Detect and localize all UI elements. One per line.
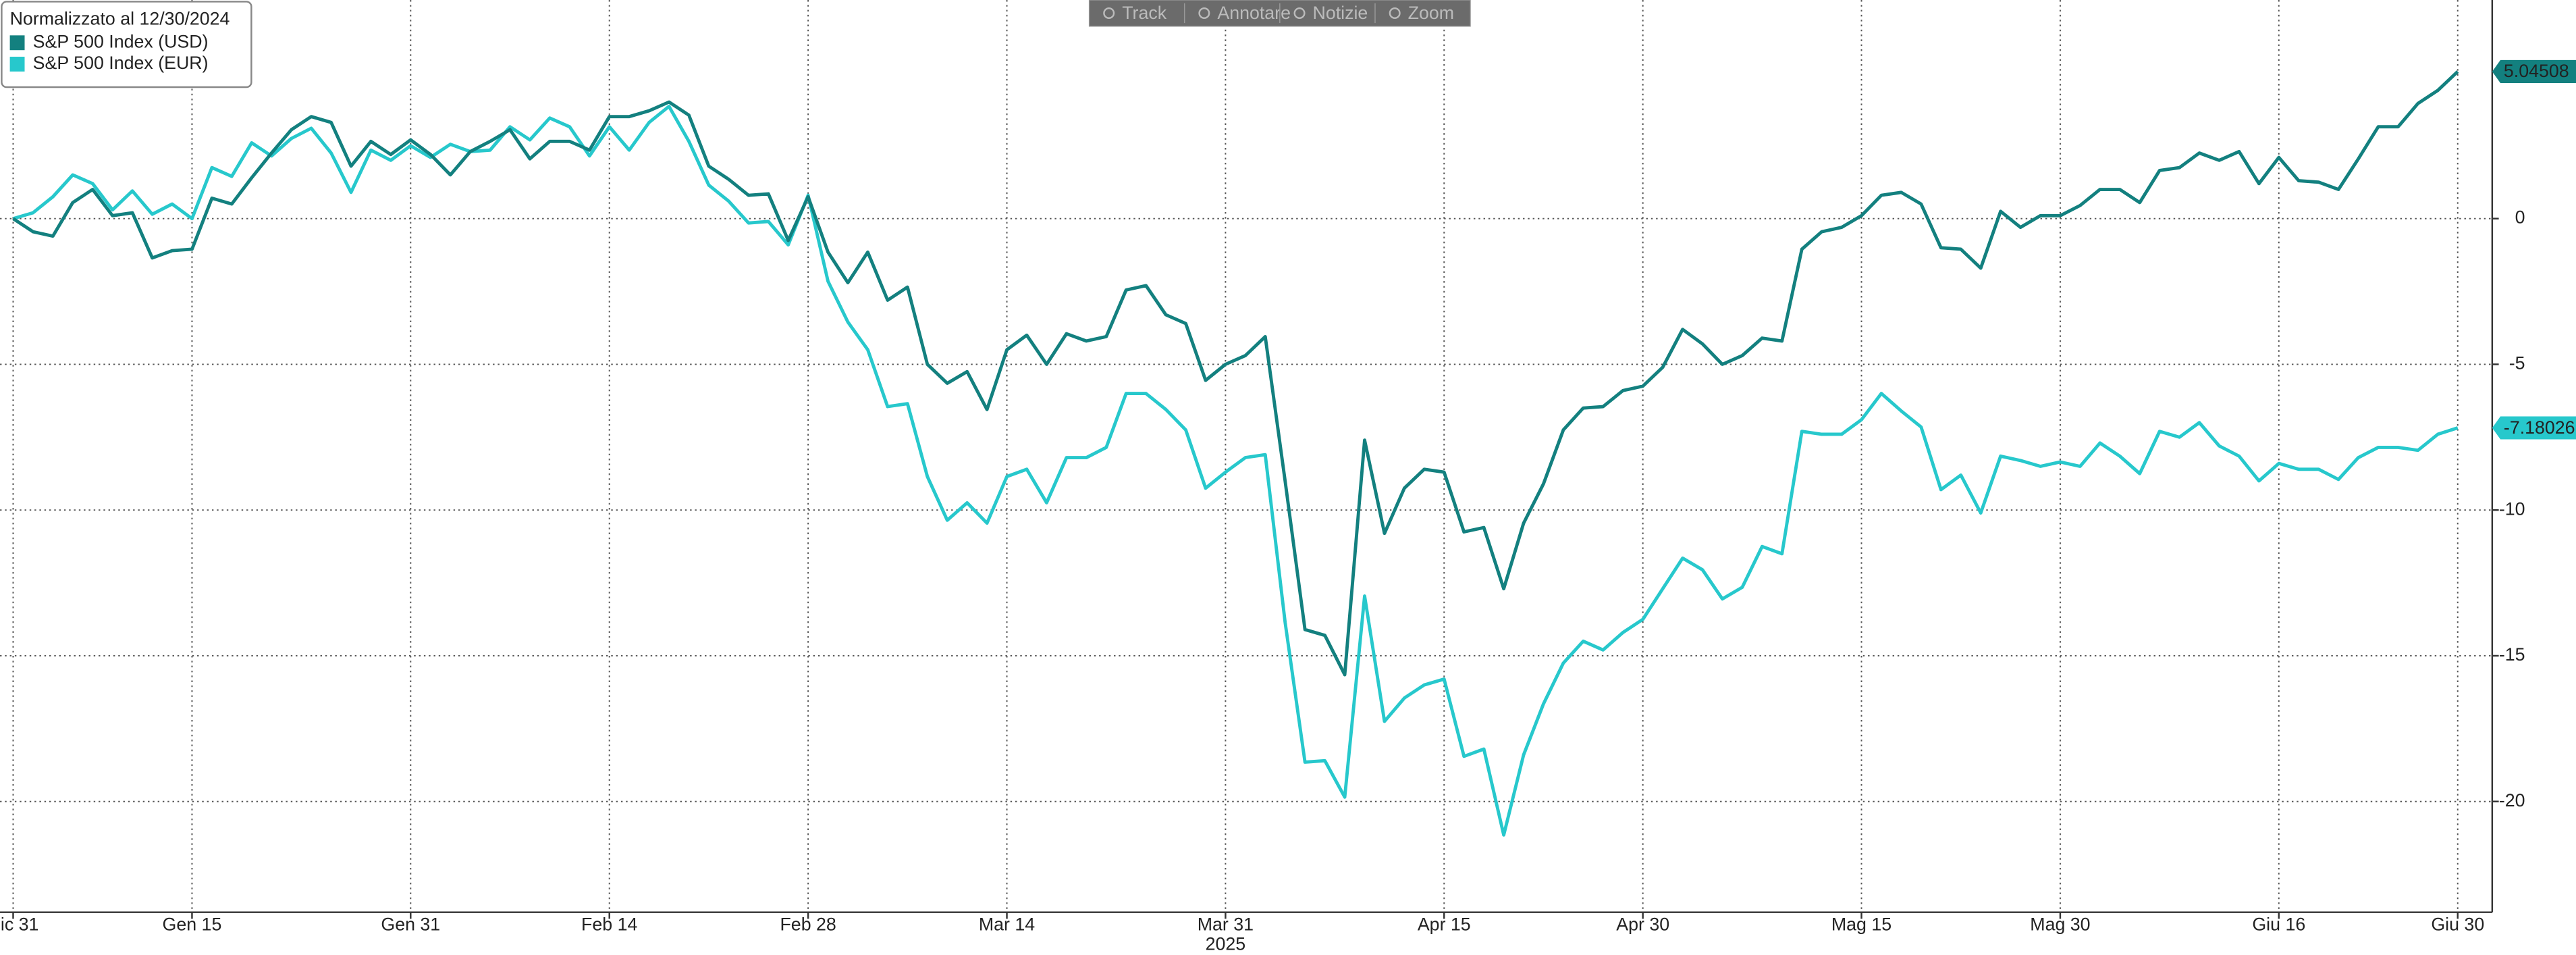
y-tick-label: -15 (2499, 644, 2525, 665)
toolbar-button[interactable]: Notizie (1279, 3, 1368, 24)
toolbar-label[interactable]: Notizie (1313, 3, 1368, 23)
x-tick-label: Mag 15 (1831, 914, 1891, 934)
y-tick-label: -10 (2499, 498, 2525, 519)
y-tick-label: 0 (2515, 207, 2525, 228)
series-line (12, 105, 2459, 837)
x-tick-label: Apr 30 (1616, 914, 1669, 934)
legend: Normalizzato al 12/30/2024 S&P 500 Index… (1, 1, 252, 88)
toolbar-icon (1389, 7, 1401, 20)
toolbar-button[interactable]: Annotare (1183, 3, 1291, 24)
x-tick-label: Feb 28 (780, 914, 836, 934)
last-value-label: -7.18026 (2504, 417, 2575, 438)
x-tick-label: Dic 31 (0, 914, 38, 934)
toolbar-label[interactable]: Track (1122, 3, 1167, 23)
y-tick-label: -20 (2499, 790, 2525, 810)
last-value-label: 5.04508 (2504, 61, 2569, 81)
toolbar-icon (1103, 7, 1115, 20)
last-value-tag (2492, 59, 2576, 83)
toolbar-label[interactable]: Annotare (1217, 3, 1291, 23)
legend-label: S&P 500 Index (EUR) (33, 53, 209, 73)
legend-title: Normalizzato al 12/30/2024 (10, 8, 230, 28)
last-value-tag (2492, 416, 2576, 440)
legend-box (1, 1, 252, 88)
x-axis-label: 2025 (1206, 933, 1246, 954)
toolbar: Track Annotare Notizie Zoom (1088, 0, 1471, 27)
x-tick-label: Mar 14 (979, 914, 1035, 934)
toolbar-label[interactable]: Zoom (1408, 3, 1454, 23)
toolbar-icon (1293, 7, 1306, 20)
x-tick-label: Feb 14 (581, 914, 637, 934)
series-line (12, 70, 2459, 677)
x-tick-label: Giu 30 (2431, 914, 2484, 934)
x-tick-label: Mag 30 (2030, 914, 2090, 934)
legend-swatch (9, 56, 25, 72)
toolbar-icon (1198, 7, 1210, 20)
x-tick-label: Giu 16 (2252, 914, 2305, 934)
x-tick-label: Gen 31 (381, 914, 440, 934)
x-tick-label: Gen 15 (163, 914, 222, 934)
legend-label: S&P 500 Index (USD) (33, 31, 209, 51)
toolbar-button[interactable]: Track (1103, 3, 1167, 23)
x-tick-label: Apr 15 (1418, 914, 1471, 934)
toolbar-button[interactable]: Zoom (1374, 3, 1454, 24)
y-tick-label: -5 (2509, 353, 2525, 373)
x-tick-label: Mar 31 (1198, 914, 1254, 934)
legend-swatch (9, 35, 25, 51)
